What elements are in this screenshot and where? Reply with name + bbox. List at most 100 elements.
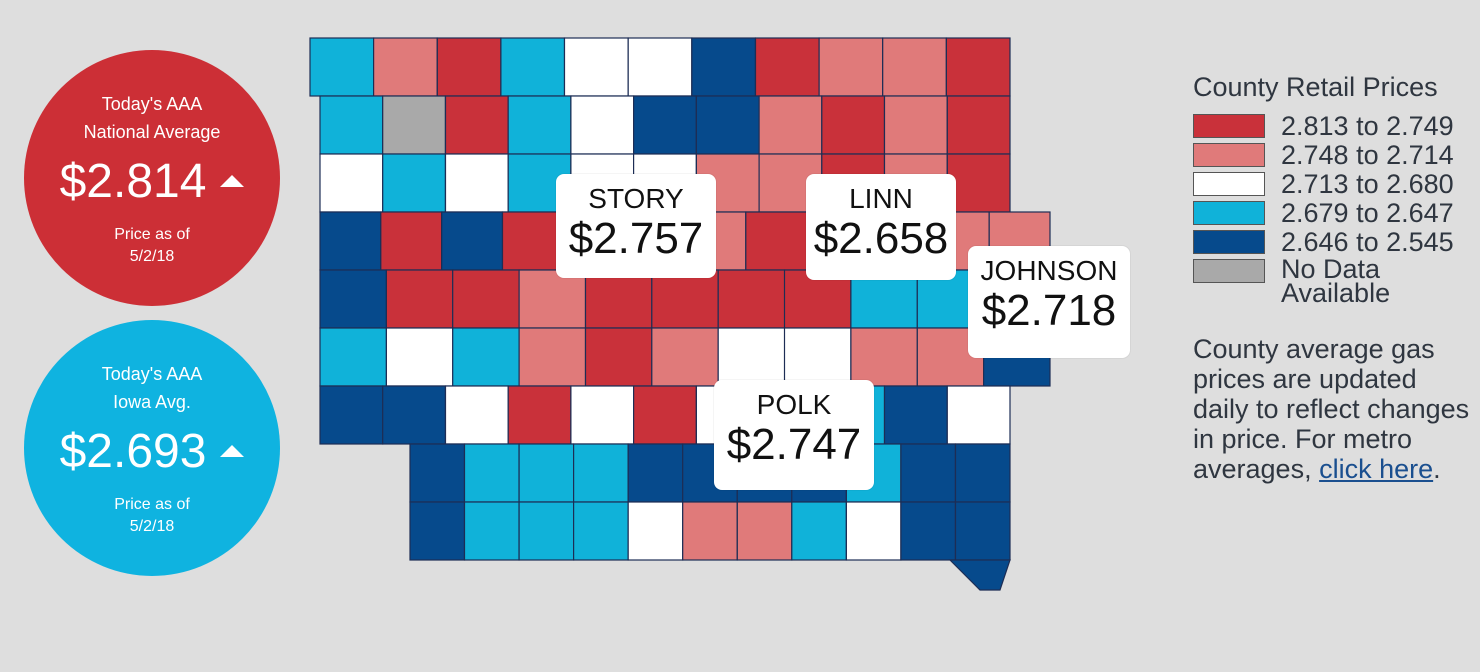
county-cell <box>444 95 509 155</box>
county-grid <box>309 37 1051 591</box>
national-price-date: Price as of 5/2/18 <box>24 224 280 268</box>
callout-polk-county: POLK $2.747 <box>714 380 874 490</box>
county-cell <box>501 211 564 271</box>
county-cell <box>845 501 902 561</box>
legend-range-label: 2.646 to 2.545 <box>1281 227 1454 257</box>
county-cell <box>500 37 566 97</box>
county-cell <box>409 501 466 561</box>
iowa-price-date: Price as of 5/2/18 <box>24 494 280 538</box>
national-asof-date: 5/2/18 <box>129 248 175 265</box>
county-cell <box>717 269 786 329</box>
county-cell <box>518 501 575 561</box>
callout-linn-county: LINN $2.658 <box>806 174 956 280</box>
county-cell <box>518 327 587 387</box>
iowa-average-circle: Today's AAA Iowa Avg. $2.693 Price as of… <box>24 320 280 576</box>
county-cell <box>691 37 756 97</box>
legend-swatch <box>1193 201 1265 225</box>
callout-county-price: $2.757 <box>568 214 704 263</box>
county-cell <box>946 95 1011 155</box>
county-cell <box>319 211 382 271</box>
county-cell <box>627 501 684 561</box>
callout-county-name: POLK <box>756 389 832 420</box>
legend-range-label: 2.679 to 2.647 <box>1281 198 1454 228</box>
iowa-asof-date: 5/2/18 <box>129 518 175 535</box>
county-cell <box>945 37 1011 97</box>
national-average-label: Today's AAA National Average <box>24 90 280 146</box>
iowa-average-price: $2.693 <box>24 424 280 480</box>
county-cell <box>372 37 438 97</box>
legend-swatch <box>1193 114 1265 138</box>
legend-row: 2.679 to 2.647 <box>1193 199 1473 228</box>
county-cell <box>444 385 509 445</box>
county-cell <box>382 95 446 155</box>
county-cell <box>850 327 918 387</box>
up-arrow-icon <box>220 175 245 187</box>
county-cell <box>436 37 502 97</box>
county-cell <box>319 327 388 387</box>
county-cell <box>791 501 847 561</box>
legend-swatch <box>1193 143 1265 167</box>
county-cell <box>783 327 852 387</box>
county-cell <box>584 327 653 387</box>
county-cell <box>651 269 719 329</box>
county-cell <box>900 501 957 561</box>
county-cell <box>309 37 375 97</box>
county-cell <box>507 385 572 445</box>
callout-county-price: $2.718 <box>981 286 1117 335</box>
county-cell <box>444 153 509 213</box>
county-cell <box>948 559 1011 591</box>
county-cell <box>570 385 635 445</box>
county-cell <box>883 95 948 155</box>
county-cell <box>682 501 738 561</box>
legend-row-no-data: No Data Available <box>1193 256 1473 311</box>
legend-range-label: 2.813 to 2.749 <box>1281 111 1454 141</box>
legend-row: 2.646 to 2.545 <box>1193 228 1473 257</box>
county-cell <box>818 37 884 97</box>
county-cell <box>954 501 1011 561</box>
county-cell <box>382 153 446 213</box>
national-asof-label: Price as of <box>114 226 190 243</box>
county-cell <box>441 211 504 271</box>
county-cell <box>385 327 454 387</box>
county-cell <box>573 443 629 503</box>
county-cell <box>736 501 793 561</box>
callout-county-name: LINN <box>849 183 913 214</box>
iowa-average-label: Today's AAA Iowa Avg. <box>24 360 280 416</box>
county-cell <box>518 443 575 503</box>
description-suffix: . <box>1433 454 1441 484</box>
legend-no-data-line2: Available <box>1281 278 1391 308</box>
description-text: County average gas prices are updated da… <box>1193 334 1470 484</box>
iowa-asof-label: Price as of <box>114 496 190 513</box>
county-cell <box>319 153 384 213</box>
county-cell <box>627 37 693 97</box>
county-cell <box>319 269 388 329</box>
national-average-price: $2.814 <box>24 154 280 210</box>
county-cell <box>651 327 719 387</box>
iowa-price-value: $2.693 <box>59 425 207 478</box>
legend-row: 2.748 to 2.714 <box>1193 141 1473 170</box>
national-average-circle: Today's AAA National Average $2.814 Pric… <box>24 50 280 306</box>
iowa-label-line1: Today's AAA <box>101 364 203 384</box>
county-cell <box>380 211 443 271</box>
callout-county-name: JOHNSON <box>980 255 1118 286</box>
county-cell <box>754 37 820 97</box>
county-cell <box>695 95 760 155</box>
legend-range-label: 2.748 to 2.714 <box>1281 140 1454 170</box>
county-cell <box>758 95 823 155</box>
metro-averages-link[interactable]: click here <box>1319 454 1434 484</box>
county-cell <box>584 269 653 329</box>
callout-johnson-county: JOHNSON $2.718 <box>968 246 1130 358</box>
legend-description: County average gas prices are updated da… <box>1193 334 1475 484</box>
county-cell <box>563 37 629 97</box>
county-cell <box>452 327 520 387</box>
county-cell <box>385 269 454 329</box>
county-cell <box>883 385 948 445</box>
county-cell <box>382 385 446 445</box>
county-cell <box>946 153 1011 213</box>
callout-county-price: $2.747 <box>726 420 862 469</box>
county-cell <box>518 269 587 329</box>
county-cell <box>717 327 786 387</box>
county-cell <box>463 501 520 561</box>
county-cell <box>627 443 684 503</box>
county-cell <box>573 501 629 561</box>
